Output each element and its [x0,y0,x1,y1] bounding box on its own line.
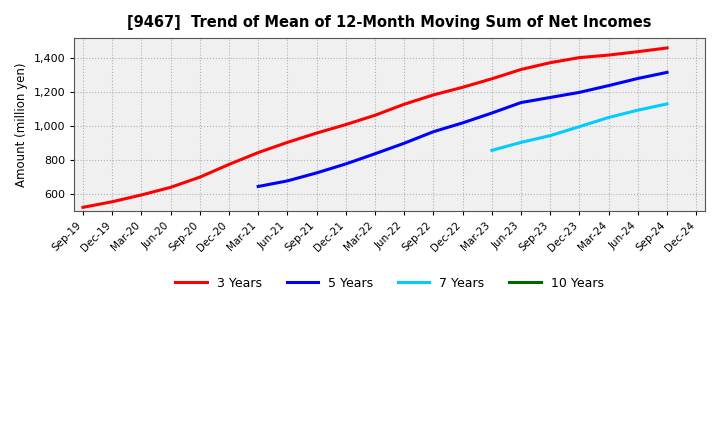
Legend: 3 Years, 5 Years, 7 Years, 10 Years: 3 Years, 5 Years, 7 Years, 10 Years [171,272,608,295]
Y-axis label: Amount (million yen): Amount (million yen) [15,62,28,187]
Title: [9467]  Trend of Mean of 12-Month Moving Sum of Net Incomes: [9467] Trend of Mean of 12-Month Moving … [127,15,652,30]
